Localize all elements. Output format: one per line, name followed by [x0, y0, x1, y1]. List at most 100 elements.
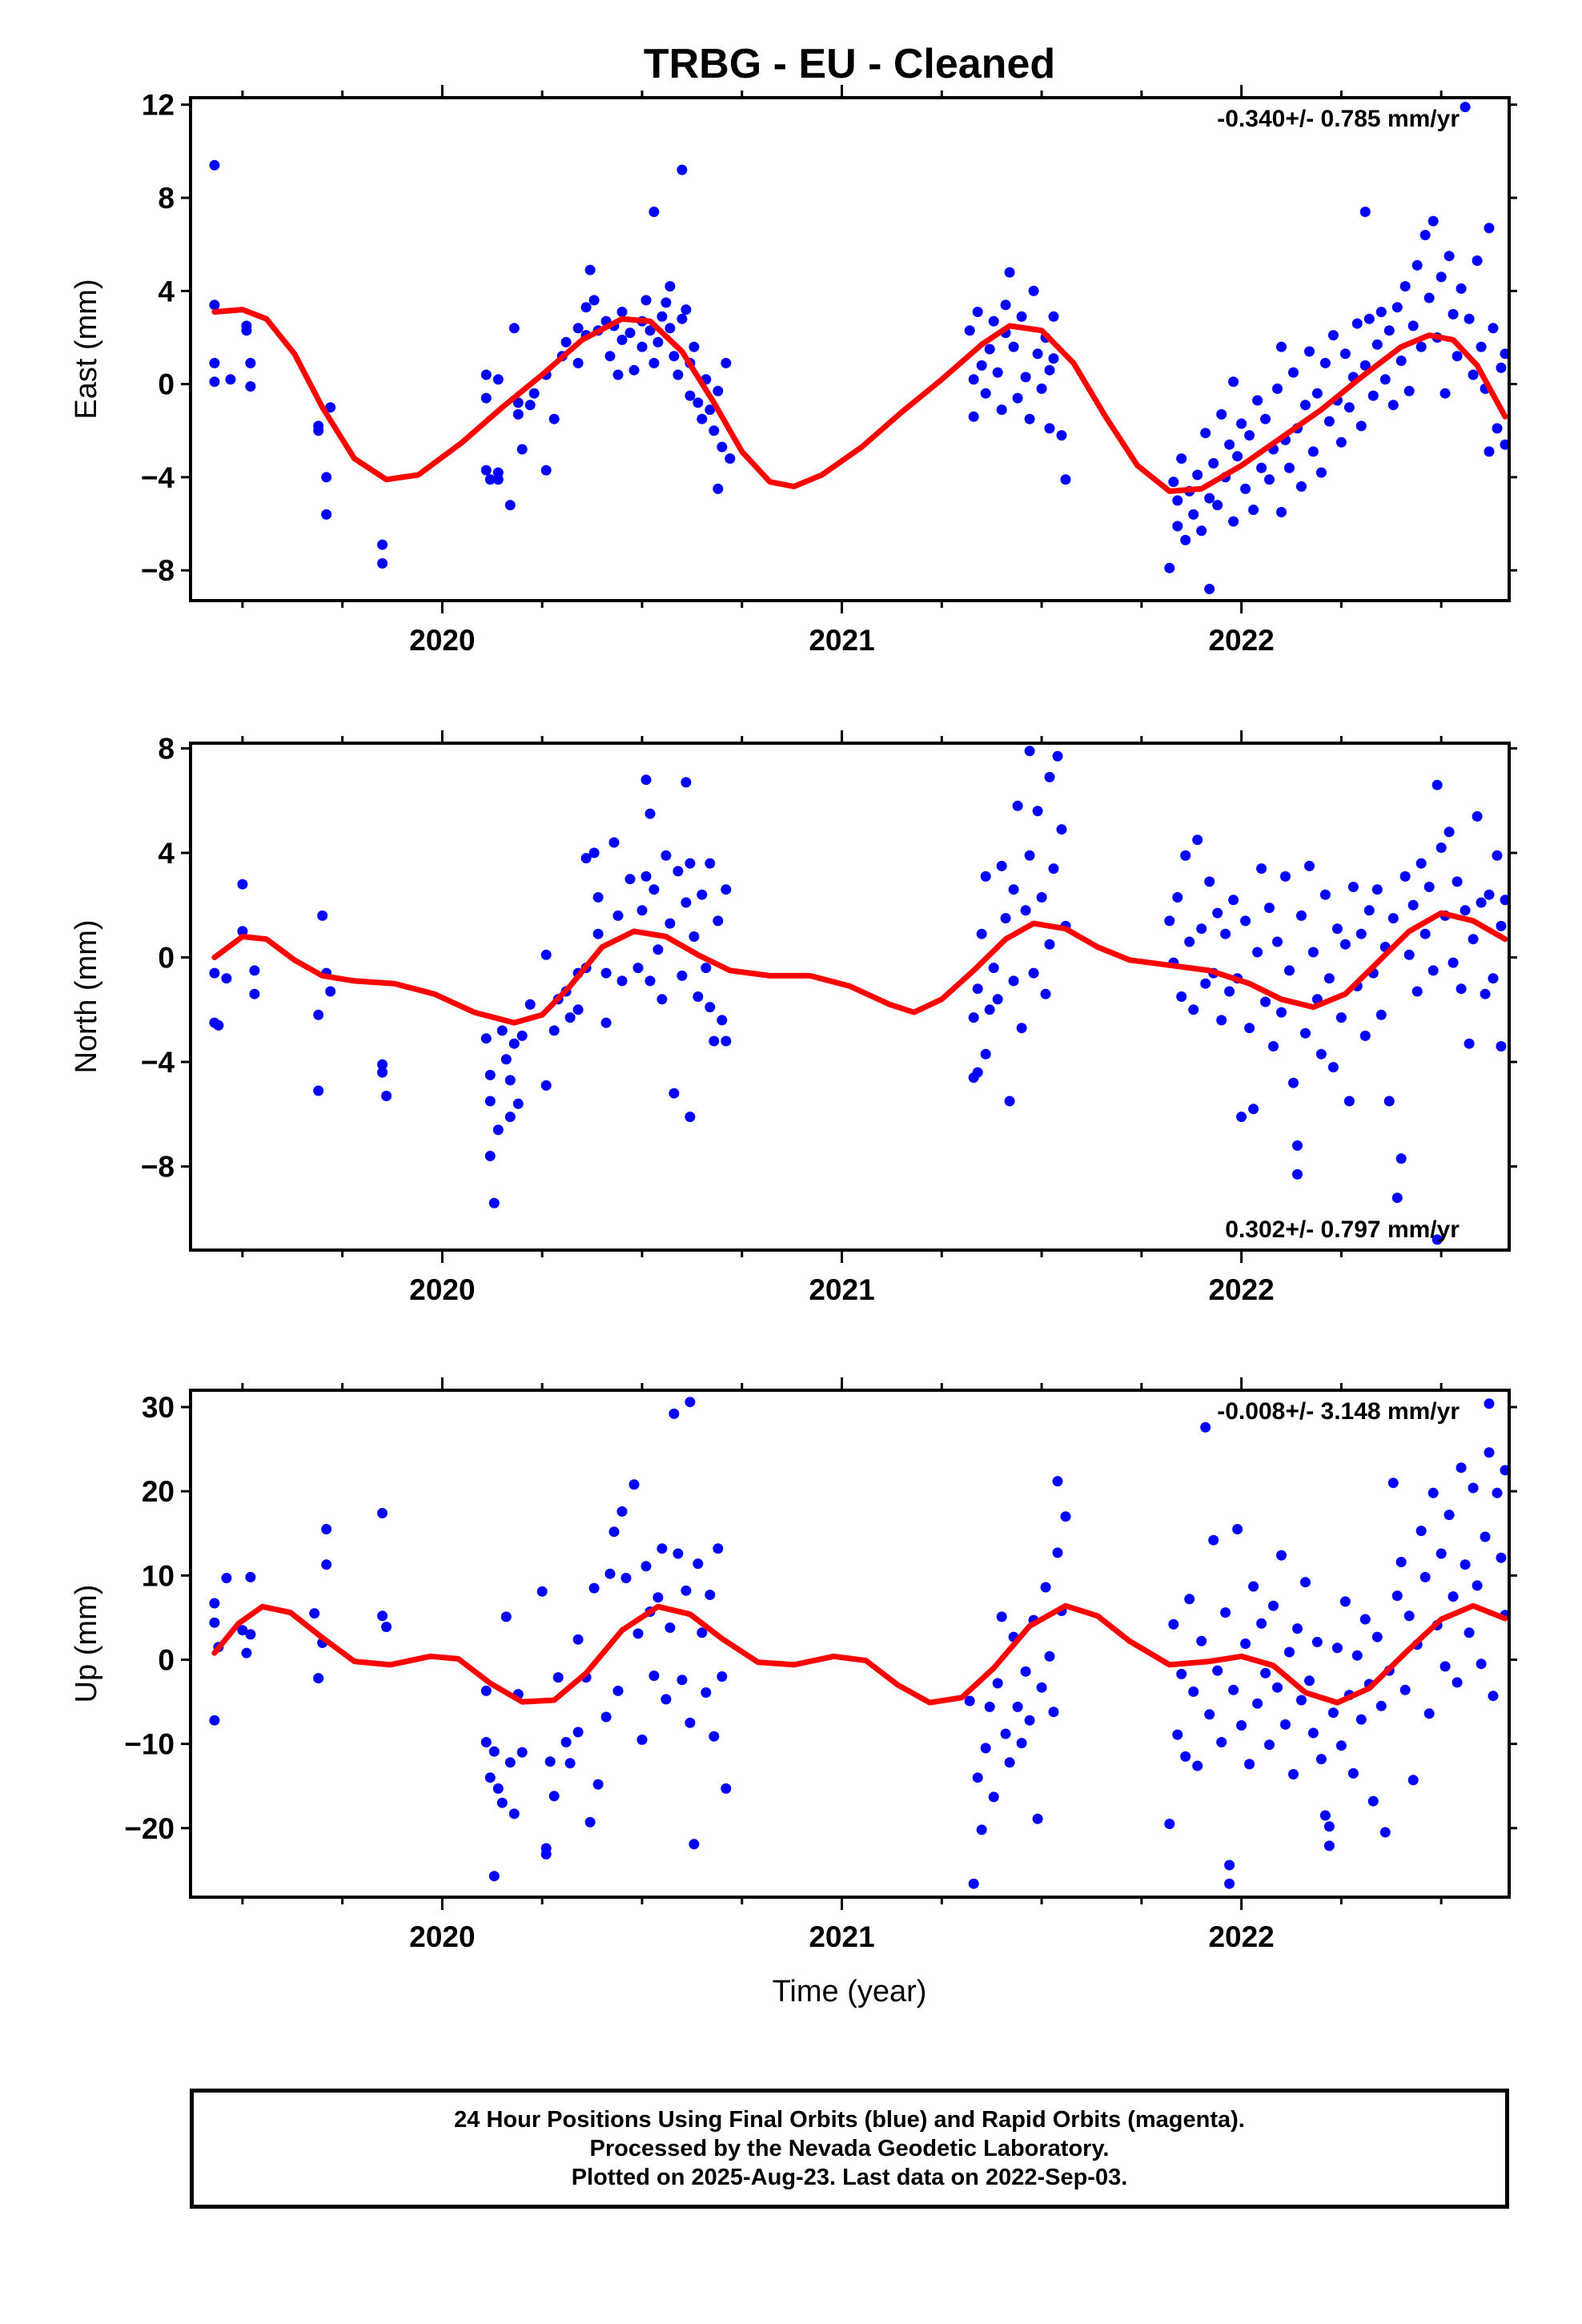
north-data-point — [1260, 996, 1271, 1007]
east-data-point — [1319, 357, 1331, 368]
north-data-point — [540, 1080, 552, 1091]
east-data-point — [665, 281, 676, 292]
north-data-point — [1268, 1041, 1279, 1051]
east-data-point — [968, 411, 979, 422]
east-data-point — [1172, 521, 1183, 532]
north-data-point — [656, 994, 668, 1005]
north-data-point — [1248, 1104, 1259, 1115]
up-data-point — [1240, 1638, 1251, 1649]
up-x-tick-label: 2021 — [809, 1920, 874, 1953]
north-data-point — [1196, 923, 1207, 935]
north-data-point — [1012, 800, 1023, 811]
up-data-point — [1407, 1775, 1419, 1786]
east-data-point — [656, 311, 668, 322]
up-data-point — [560, 1737, 572, 1747]
up-data-point — [1224, 1860, 1235, 1871]
north-data-point — [1004, 1096, 1015, 1107]
up-data-point — [1032, 1813, 1043, 1824]
east-data-point — [665, 323, 676, 334]
north-data-point — [1036, 892, 1047, 903]
east-data-point — [1296, 481, 1307, 492]
north-data-point — [1423, 882, 1435, 892]
up-data-point — [492, 1783, 504, 1794]
up-data-point — [992, 1678, 1003, 1689]
east-data-point — [572, 357, 584, 368]
east-data-point — [480, 464, 492, 476]
up-data-point — [1020, 1666, 1031, 1677]
north-data-point — [1431, 1234, 1443, 1245]
north-data-point — [709, 1035, 720, 1047]
up-data-point — [964, 1695, 975, 1707]
east-data-point — [1407, 320, 1419, 332]
east-data-point — [661, 297, 672, 308]
up-data-point — [1335, 1740, 1347, 1751]
north-data-point — [721, 884, 732, 895]
up-data-point — [1172, 1729, 1183, 1740]
north-data-point — [980, 1048, 991, 1059]
north-data-point — [1431, 779, 1443, 790]
east-data-point — [1375, 307, 1387, 317]
east-data-point — [1427, 215, 1439, 227]
north-data-point — [1264, 903, 1275, 914]
up-data-point — [1016, 1738, 1027, 1749]
east-data-point — [1288, 367, 1299, 378]
east-data-point — [984, 344, 995, 355]
east-data-point — [1048, 311, 1059, 322]
north-data-point — [1056, 824, 1067, 835]
up-data-point — [588, 1582, 600, 1594]
north-data-point — [992, 994, 1003, 1005]
east-data-point — [677, 313, 688, 324]
north-data-point — [504, 1075, 516, 1086]
north-data-point — [685, 858, 696, 869]
north-data-point — [681, 897, 692, 908]
up-data-point — [1379, 1827, 1391, 1838]
east-data-point — [1307, 446, 1319, 457]
east-data-point — [588, 295, 600, 306]
up-data-point — [516, 1747, 528, 1758]
east-data-point — [636, 341, 648, 352]
up-plot-frame — [189, 1389, 1511, 1899]
east-data-point — [644, 325, 656, 336]
north-data-point — [564, 1012, 576, 1023]
east-data-point — [616, 307, 628, 317]
east-data-point — [697, 413, 708, 424]
up-data-point — [488, 1746, 500, 1757]
east-data-point — [709, 425, 720, 436]
up-data-point — [1052, 1547, 1063, 1558]
north-data-point — [1288, 1077, 1299, 1088]
east-data-point — [1355, 420, 1367, 432]
up-data-point — [656, 1543, 668, 1554]
up-data-point — [1415, 1526, 1427, 1537]
up-data-point — [500, 1611, 512, 1622]
up-data-point — [540, 1843, 552, 1854]
up-data-point — [681, 1585, 692, 1596]
up-data-point — [1439, 1661, 1451, 1672]
north-y-tick-label: 0 — [158, 942, 175, 975]
north-data-point — [1387, 913, 1399, 924]
east-data-point — [1032, 348, 1043, 360]
up-data-point — [701, 1687, 712, 1698]
north-data-point — [237, 926, 248, 937]
up-data-point — [984, 1701, 995, 1712]
up-data-point — [673, 1548, 684, 1559]
up-data-point — [572, 1727, 584, 1738]
east-data-point — [1323, 416, 1335, 427]
east-data-point — [1452, 351, 1463, 362]
up-data-point — [1484, 1398, 1495, 1409]
east-fit-curve — [211, 307, 1508, 494]
up-data-point — [717, 1671, 728, 1682]
up-data-point — [1492, 1487, 1503, 1498]
east-data-point — [377, 558, 388, 569]
up-data-point — [584, 1816, 596, 1827]
up-data-point — [1476, 1659, 1487, 1670]
caption-box: 24 Hour Positions Using Final Orbits (bl… — [190, 2089, 1509, 2209]
east-data-point — [988, 316, 999, 327]
up-data-point — [1212, 1665, 1223, 1676]
up-data-point — [572, 1634, 584, 1645]
north-data-point — [996, 860, 1007, 871]
east-data-point — [245, 357, 256, 368]
up-data-point — [1048, 1707, 1059, 1718]
north-data-point — [1480, 988, 1491, 999]
north-data-point — [249, 965, 260, 976]
up-data-point — [669, 1408, 680, 1419]
